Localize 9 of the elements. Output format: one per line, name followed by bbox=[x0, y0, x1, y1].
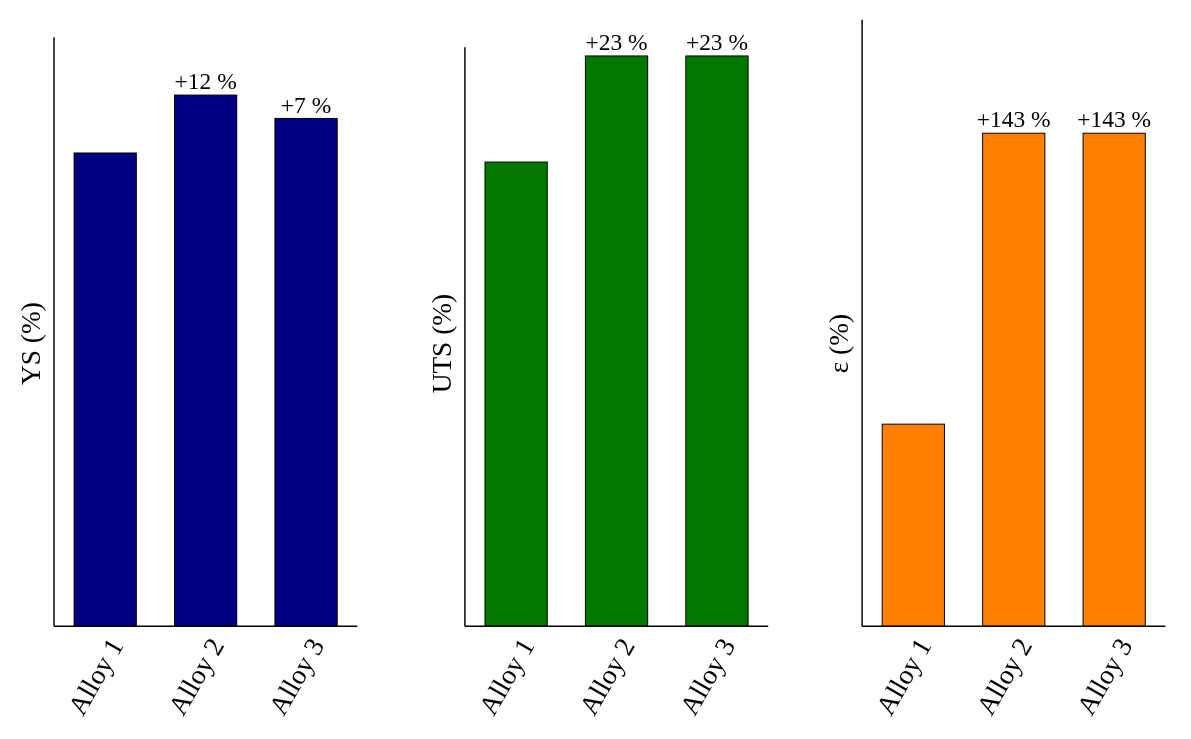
annotation: +23 % bbox=[685, 29, 749, 56]
annotation: +143 % bbox=[976, 106, 1051, 133]
annotation: +23 % bbox=[585, 29, 648, 56]
y-axis-title: ε (%) bbox=[824, 313, 855, 374]
annotation: +143 % bbox=[1077, 106, 1152, 133]
annotation: +12 % bbox=[174, 68, 237, 95]
annotation: +7 % bbox=[280, 91, 332, 118]
y-axis-title: UTS (%) bbox=[427, 293, 458, 394]
y-axis-title: YS (%) bbox=[16, 302, 47, 386]
